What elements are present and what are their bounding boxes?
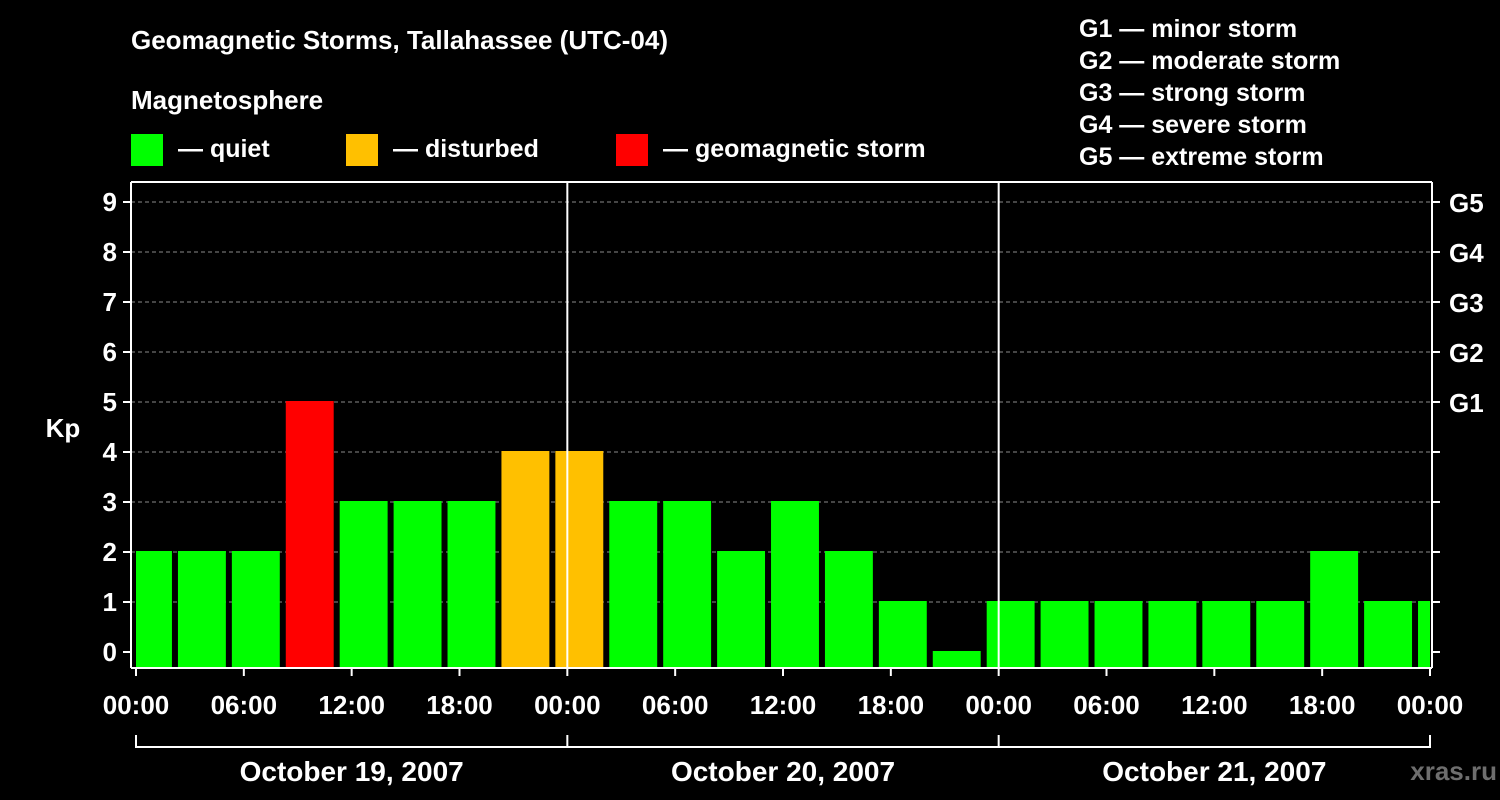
- kp-bar: [447, 501, 496, 668]
- x-tick-label: 12:00: [1181, 690, 1248, 720]
- kp-bar: [231, 551, 280, 668]
- kp-bar: [339, 501, 388, 668]
- legend-swatch-disturbed: [346, 134, 378, 166]
- g-legend-line: G1 — minor storm: [1079, 15, 1297, 43]
- g-legend-line: G5 — extreme storm: [1079, 143, 1324, 171]
- y-tick-label: 0: [103, 637, 117, 667]
- kp-bar: [1148, 601, 1197, 668]
- y-tick-label: 6: [103, 337, 117, 367]
- g-scale-label: G4: [1449, 238, 1484, 268]
- x-tick-label: 18:00: [858, 690, 925, 720]
- y-tick-label: 3: [103, 487, 117, 517]
- g-legend-line: G2 — moderate storm: [1079, 47, 1340, 75]
- y-axis-label: Kp: [46, 413, 81, 443]
- kp-bar: [1094, 601, 1143, 668]
- g-scale-label: G2: [1449, 338, 1484, 368]
- y-tick-label: 7: [103, 287, 117, 317]
- y-axis-ticks: 0 1 2 3 4 5 6 7 8 9: [103, 187, 131, 667]
- x-tick-label: 06:00: [211, 690, 278, 720]
- day-label: October 19, 2007: [240, 756, 464, 787]
- kp-bar: [285, 401, 334, 668]
- g-scale-label: G1: [1449, 388, 1484, 418]
- y-tick-label: 4: [103, 437, 118, 467]
- kp-bar: [1418, 601, 1430, 668]
- kp-bar: [1040, 601, 1089, 668]
- day-label: October 20, 2007: [671, 756, 895, 787]
- legend-label-quiet: — quiet: [178, 135, 270, 163]
- x-tick-label: 06:00: [642, 690, 709, 720]
- g-scale-ticks: G1 G2 G3 G4 G5: [1432, 188, 1484, 653]
- y-tick-label: 5: [103, 387, 117, 417]
- y-tick-label: 2: [103, 537, 117, 567]
- kp-bar: [663, 501, 712, 668]
- x-tick-label: 12:00: [318, 690, 385, 720]
- kp-bar: [1310, 551, 1359, 668]
- legend-label-disturbed: — disturbed: [393, 135, 539, 163]
- g-legend-line: G4 — severe storm: [1079, 111, 1307, 139]
- kp-bar: [136, 551, 172, 668]
- x-tick-label: 00:00: [1397, 690, 1464, 720]
- y-tick-label: 8: [103, 237, 117, 267]
- kp-bar: [393, 501, 442, 668]
- kp-bar: [771, 501, 819, 668]
- y-tick-label: 1: [103, 587, 117, 617]
- x-tick-label: 18:00: [426, 690, 493, 720]
- kp-bar: [986, 601, 1035, 668]
- watermark: xras.ru: [1410, 756, 1497, 786]
- x-tick-label: 12:00: [750, 690, 817, 720]
- chart-subtitle: Magnetosphere: [131, 85, 323, 115]
- magnetosphere-legend: — quiet — disturbed — geomagnetic storm: [131, 134, 926, 166]
- kp-bar: [932, 651, 981, 668]
- y-tick-label: 9: [103, 187, 117, 217]
- x-tick-label: 18:00: [1289, 690, 1356, 720]
- legend-swatch-quiet: [131, 134, 163, 166]
- kp-bar: [501, 451, 550, 668]
- x-tick-label: 00:00: [534, 690, 601, 720]
- legend-label-storm: — geomagnetic storm: [663, 135, 926, 163]
- kp-bar: [555, 451, 604, 668]
- day-label: October 21, 2007: [1102, 756, 1326, 787]
- g-legend-line: G3 — strong storm: [1079, 79, 1305, 107]
- chart-title: Geomagnetic Storms, Tallahassee (UTC-04): [131, 25, 668, 55]
- kp-bar: [1364, 601, 1413, 668]
- day-labels: October 19, 2007 October 20, 2007 October …: [135, 735, 1431, 787]
- kp-bar: [717, 551, 766, 668]
- storm-scale-legend: G1 — minor storm G2 — moderate storm G3 …: [1079, 15, 1340, 171]
- legend-swatch-storm: [616, 134, 648, 166]
- kp-bar: [1202, 601, 1251, 668]
- kp-bar: [177, 551, 226, 668]
- g-scale-label: G5: [1449, 188, 1484, 218]
- x-tick-label: 00:00: [103, 690, 170, 720]
- x-tick-label: 06:00: [1073, 690, 1140, 720]
- bar-series: [136, 401, 1430, 668]
- kp-bar: [824, 551, 873, 668]
- x-axis-ticks: 00:00 06:00 12:00 18:00 00:00 06:00 12:00 18:00…: [103, 668, 1464, 720]
- kp-bar: [609, 501, 658, 668]
- kp-bar: [878, 601, 927, 668]
- x-tick-label: 00:00: [965, 690, 1032, 720]
- g-scale-label: G3: [1449, 288, 1484, 318]
- kp-bar: [1256, 601, 1305, 668]
